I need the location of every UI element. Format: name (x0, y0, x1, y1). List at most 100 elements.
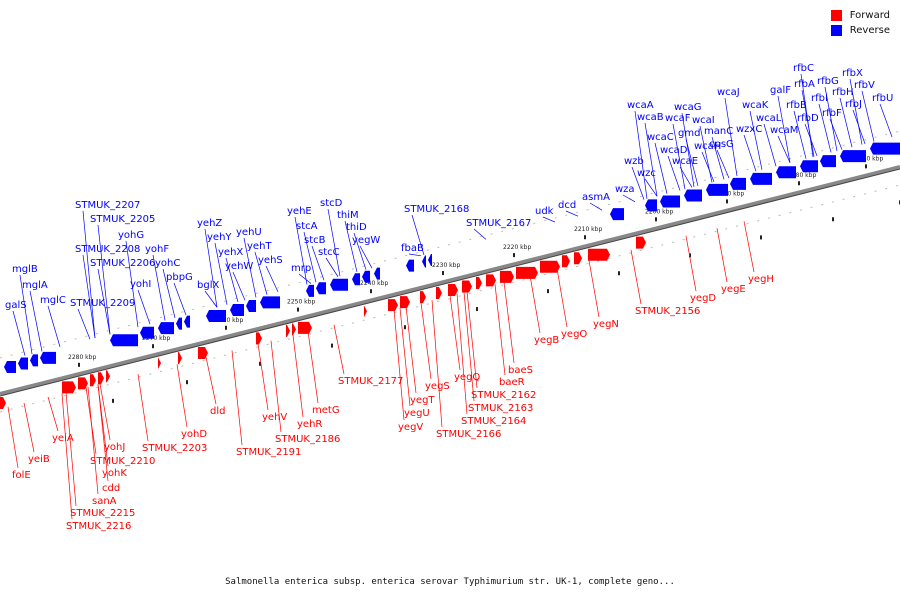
reverse-leader-line (97, 224, 111, 335)
forward-leader-line (205, 356, 217, 405)
reverse-leader-line (724, 97, 738, 177)
reverse-leader-line (311, 245, 325, 281)
reverse-leader-line (879, 103, 893, 138)
reverse-gene-arrow (184, 315, 190, 328)
forward-gene-label: yegE (721, 284, 746, 295)
reverse-leader-line (777, 95, 791, 163)
forward-leader-line (449, 295, 461, 371)
forward-leader-line (85, 387, 97, 455)
reverse-leader-line (818, 103, 832, 153)
reverse-gene-label: STMUK_2206 (90, 258, 155, 269)
forward-leader-line (137, 374, 149, 442)
forward-gene-arrow (90, 374, 96, 387)
reverse-gene-label: STMUK_2208 (75, 244, 140, 255)
legend-forward-label: Forward (849, 10, 890, 21)
forward-leader-line (61, 393, 73, 520)
tick-mark (618, 271, 620, 276)
reverse-gene-arrow (330, 278, 348, 291)
forward-gene-label: STMUK_2216 (66, 521, 131, 532)
forward-gene-label: baeS (508, 365, 533, 376)
forward-gene-label: cdd (102, 483, 120, 494)
reverse-gene-label: rfbD (797, 113, 819, 124)
tick-label: 2170 kbp (855, 155, 883, 162)
reverse-gene-arrow (230, 303, 244, 316)
forward-leader-line (97, 384, 109, 467)
reverse-gene-label: STMUK_2168 (404, 204, 469, 215)
tick-mark (225, 325, 227, 330)
reverse-gene-label: stcD (320, 198, 343, 209)
forward-gene-label: yeiA (52, 433, 74, 444)
reverse-gene-label: wzxC (736, 124, 762, 135)
reverse-leader-line (411, 214, 425, 256)
reverse-leader-line (214, 242, 228, 305)
forward-gene-arrow (158, 357, 161, 370)
reverse-gene-arrow (206, 310, 226, 323)
tick-mark (186, 380, 188, 385)
reverse-gene-arrow (176, 317, 182, 330)
tick-label: 2260 kbp (215, 317, 243, 324)
reverse-gene-label: wcaD (660, 145, 688, 156)
forward-leader-line (431, 300, 443, 428)
tick-mark (404, 325, 406, 330)
reverse-gene-label: rfbC (793, 63, 814, 74)
reverse-gene-label: rfbJ (845, 99, 862, 110)
tick-mark (370, 289, 372, 294)
reverse-gene-label: wzc (637, 168, 656, 179)
reverse-gene-label: wcaK (742, 100, 769, 111)
reverse-leader-line (473, 228, 487, 240)
reverse-leader-line (644, 178, 658, 197)
forward-gene-arrow (198, 347, 208, 360)
reverse-gene-label: mglB (12, 264, 38, 275)
reverse-leader-line (162, 268, 176, 318)
forward-leader-line (556, 268, 568, 328)
forward-gene-arrow (178, 352, 182, 365)
forward-gene-label: metG (312, 405, 340, 416)
reverse-gene-arrow (645, 199, 657, 212)
forward-gene-label: yegH (748, 274, 774, 285)
tick-label: 2210 kbp (574, 226, 602, 233)
reverse-gene-label: thiD (346, 222, 367, 233)
reverse-leader-line (47, 305, 61, 347)
reverse-gene-label: mglA (22, 280, 48, 291)
forward-gene-label: yegV (398, 422, 423, 433)
forward-gene-arrow (0, 397, 6, 409)
reverse-gene-label: STMUK_2209 (70, 298, 135, 309)
legend-forward: Forward (830, 8, 890, 23)
reverse-gene-label: yehE (287, 206, 312, 217)
forward-gene-label: STMUK_2164 (461, 416, 526, 427)
forward-gene-arrow (448, 284, 458, 297)
tick-label: 2190 kbp (716, 190, 744, 197)
forward-gene-label: yegO (561, 329, 587, 340)
reverse-gene-arrow (820, 155, 836, 168)
forward-gene-arrow (516, 266, 538, 279)
reverse-leader-line (849, 78, 863, 145)
reverse-gene-arrow (610, 208, 624, 221)
reverse-gene-arrow (660, 195, 680, 208)
forward-gene-label: STMUK_2162 (471, 390, 536, 401)
reverse-leader-line (824, 86, 838, 151)
reverse-leader-line (565, 210, 579, 217)
reverse-gene-label: fbaB (401, 243, 424, 254)
tick-label: 2230 kbp (432, 262, 460, 269)
forward-leader-line (333, 324, 345, 375)
forward-leader-line (399, 308, 411, 407)
forward-gene-arrow (78, 377, 88, 390)
tick-mark (689, 253, 691, 258)
forward-leader-line (7, 406, 19, 469)
forward-leader-line (405, 306, 417, 394)
reverse-leader-line (232, 271, 246, 301)
reverse-gene-label: rfbX (842, 68, 863, 79)
forward-gene-arrow (62, 381, 76, 394)
forward-gene-label: baeR (499, 377, 525, 388)
reverse-leader-line (701, 151, 715, 183)
reverse-leader-line (29, 290, 43, 352)
reverse-gene-arrow (140, 326, 154, 339)
forward-gene-label: yeiB (28, 454, 50, 465)
tick-mark (152, 344, 154, 349)
reverse-leader-line (12, 310, 26, 356)
tick-label: 2280 kbp (68, 354, 96, 361)
tick-mark (112, 398, 114, 403)
reverse-leader-line (644, 122, 658, 197)
reverse-leader-line (634, 110, 648, 199)
tick-mark (442, 271, 444, 276)
